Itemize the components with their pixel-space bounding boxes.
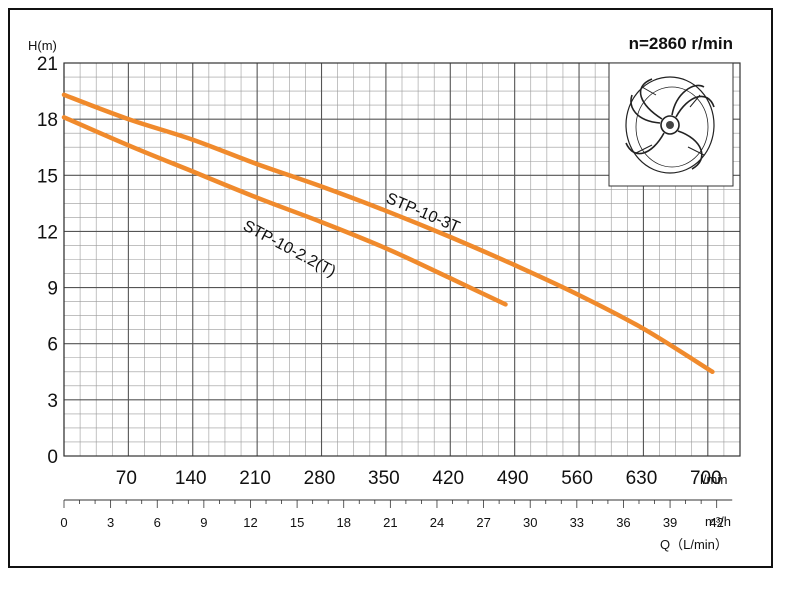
series-line-0 [61, 92, 715, 375]
plot-border [63, 62, 741, 457]
secondary-tick-label: 15 [290, 515, 304, 530]
x-tick-label: 210 [239, 468, 271, 489]
y-axis-label: H(m) [28, 38, 57, 53]
x-tick-label: 420 [432, 468, 464, 489]
secondary-tick-label: 9 [200, 515, 207, 530]
series-lines [61, 92, 715, 375]
x-tick-label: 700 [690, 468, 722, 489]
y-axis-ticks: 0 3 6 9 12 15 18 21 [37, 54, 58, 468]
x-tick-label: 350 [368, 468, 400, 489]
y-tick-label: 3 [47, 391, 58, 412]
y-tick-label: 0 [47, 447, 58, 468]
x-axis-label: Q（L/min） [660, 537, 728, 552]
x-tick-label: 140 [175, 468, 207, 489]
y-tick-label: 12 [37, 222, 58, 243]
secondary-tick-label: 6 [154, 515, 161, 530]
secondary-tick-label: 18 [336, 515, 350, 530]
secondary-x-axis: 0 3 6 9 12 15 18 21 24 27 30 33 36 39 42 [60, 499, 733, 530]
minor-grid [64, 63, 741, 456]
x-tick-label: 490 [497, 468, 529, 489]
secondary-tick-label: 39 [663, 515, 677, 530]
secondary-tick-label: 36 [616, 515, 630, 530]
secondary-tick-label: 3 [107, 515, 114, 530]
x-tick-label: 630 [626, 468, 658, 489]
series-line-1 [61, 115, 508, 307]
x-tick-label: 280 [304, 468, 336, 489]
impeller-inset [608, 62, 734, 187]
secondary-axis-unit: m³/h [705, 514, 731, 529]
chart-title: n=2860 r/min [629, 34, 733, 53]
secondary-tick-label: 27 [476, 515, 490, 530]
secondary-tick-label: 21 [383, 515, 397, 530]
x-axis-unit: l/min [700, 472, 727, 487]
secondary-tick-label: 30 [523, 515, 537, 530]
secondary-tick-label: 12 [243, 515, 257, 530]
major-grid [63, 62, 741, 457]
x-tick-label: 560 [561, 468, 593, 489]
y-tick-label: 18 [37, 110, 58, 131]
y-tick-label: 9 [47, 279, 58, 300]
y-tick-label: 21 [37, 54, 58, 75]
x-tick-label: 70 [116, 468, 137, 489]
secondary-tick-label: 0 [60, 515, 67, 530]
x-axis-ticks: 70 140 210 280 350 420 490 560 630 700 [116, 468, 722, 489]
secondary-tick-label: 42 [709, 515, 723, 530]
secondary-tick-label: 33 [570, 515, 584, 530]
y-tick-label: 15 [37, 166, 58, 187]
y-tick-label: 6 [47, 335, 58, 356]
impeller-icon [625, 76, 715, 174]
secondary-tick-label: 24 [430, 515, 444, 530]
